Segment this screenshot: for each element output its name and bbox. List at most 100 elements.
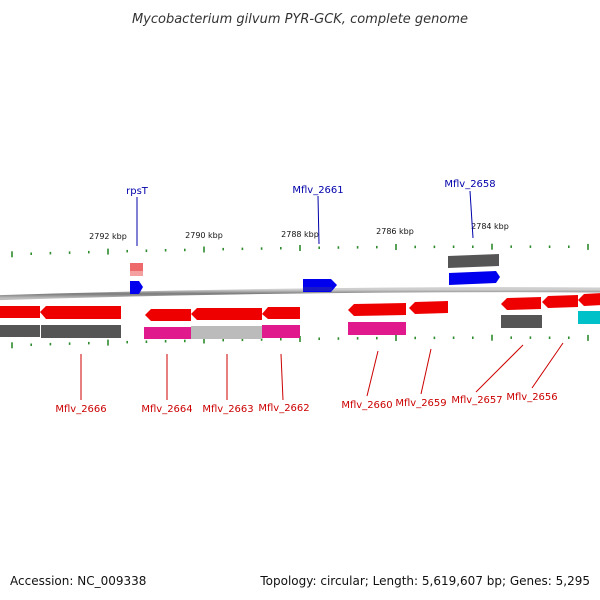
feature-mflv-2662-gene[interactable] <box>262 307 300 319</box>
feature-mflv-2657-cds[interactable] <box>501 315 542 328</box>
tick-top-0 <box>11 251 13 258</box>
feature-mflv-2666-cds[interactable] <box>41 325 121 338</box>
tick-top-3 <box>68 251 71 254</box>
tick-bottom-4 <box>88 341 90 345</box>
tick-top-26 <box>510 245 512 248</box>
tick-bottom-25 <box>491 334 493 341</box>
tick-top-15 <box>299 245 301 251</box>
gene-label-mflv-2656[interactable]: Mflv_2656 <box>506 392 557 403</box>
feature-mflv-2657-gene[interactable] <box>501 297 541 310</box>
genome-backbone <box>0 287 600 301</box>
feature-mflv-2666-gene[interactable] <box>40 306 121 319</box>
gene-label-mflv-2658[interactable]: Mflv_2658 <box>444 179 495 190</box>
tick-bottom-21 <box>414 336 416 340</box>
tick-top-19 <box>376 245 378 249</box>
tick-bottom-0 <box>11 342 13 349</box>
leader-line-mflv-2661 <box>317 195 320 245</box>
feature-right-edge-cyan[interactable] <box>578 311 600 324</box>
tick-top-29 <box>568 245 570 248</box>
tick-top-4 <box>88 250 90 254</box>
scale-ticks <box>11 243 589 349</box>
tick-top-6 <box>126 249 128 253</box>
feature-left-edge-grey[interactable] <box>0 325 40 337</box>
tick-bottom-13 <box>260 338 263 341</box>
leader-line-mflv-2659 <box>420 348 432 395</box>
gene-label-mflv-2663[interactable]: Mflv_2663 <box>202 404 253 415</box>
gene-label-rpst[interactable]: rpsT <box>126 186 149 197</box>
gene-label-mflv-2661[interactable]: Mflv_2661 <box>292 185 343 196</box>
tick-bottom-14 <box>280 338 282 341</box>
tick-top-18 <box>356 246 359 249</box>
tick-top-23 <box>452 245 455 248</box>
topology-label: Topology: circular; Length: 5,619,607 bp… <box>260 574 590 588</box>
tick-top-12 <box>241 247 244 251</box>
tick-bottom-20 <box>395 335 397 341</box>
feature-mflv-2658-gene[interactable] <box>449 271 500 285</box>
feature-mflv-2660-gene[interactable] <box>348 303 406 316</box>
tick-bottom-27 <box>529 336 532 339</box>
tick-top-9 <box>184 248 186 252</box>
tick-bottom-1 <box>30 343 32 346</box>
kbp-label-2792: 2792 kbp <box>89 232 127 241</box>
feature-mflv-2663-gene[interactable] <box>191 308 262 320</box>
tick-bottom-24 <box>472 336 474 339</box>
kbp-label-2788: 2788 kbp <box>281 230 319 239</box>
kbp-label-2790: 2790 kbp <box>185 231 223 240</box>
tick-bottom-3 <box>68 342 71 345</box>
leader-line-mflv-2660 <box>366 350 379 397</box>
gene-label-mflv-2657[interactable]: Mflv_2657 <box>451 395 502 406</box>
tick-top-2 <box>49 251 52 255</box>
gene-label-mflv-2664[interactable]: Mflv_2664 <box>141 404 192 415</box>
tick-top-1 <box>30 252 32 255</box>
tick-bottom-6 <box>126 340 128 344</box>
feature-right-edge-red[interactable] <box>578 293 600 306</box>
feature-mflv-2663-cds[interactable] <box>191 326 262 339</box>
tick-bottom-11 <box>222 338 224 342</box>
gene-label-mflv-2666[interactable]: Mflv_2666 <box>55 404 106 415</box>
kbp-label-2786: 2786 kbp <box>376 227 414 236</box>
gene-label-mflv-2660[interactable]: Mflv_2660 <box>341 400 392 411</box>
leader-line-mflv-2662 <box>280 353 284 401</box>
tick-bottom-29 <box>568 336 570 339</box>
feature-rpst-rrna-shade <box>130 271 143 276</box>
tick-top-21 <box>414 245 416 249</box>
tick-top-17 <box>337 246 340 249</box>
feature-mflv-2656-gene[interactable] <box>542 295 578 308</box>
feature-rpst-gene[interactable] <box>130 281 143 294</box>
feature-mflv-2664-gene[interactable] <box>145 309 191 321</box>
tick-bottom-30 <box>587 334 589 341</box>
leader-line-mflv-2656 <box>531 342 564 389</box>
tick-top-7 <box>145 249 148 252</box>
tick-bottom-5 <box>107 339 109 346</box>
tick-top-14 <box>280 247 282 250</box>
tick-bottom-7 <box>145 340 148 343</box>
feature-mflv-2659-gene[interactable] <box>409 301 448 314</box>
feature-left-edge-red[interactable] <box>0 306 40 318</box>
tick-top-27 <box>529 245 532 248</box>
feature-mflv-2664-cds[interactable] <box>144 327 191 339</box>
tick-bottom-23 <box>452 336 455 339</box>
gene-label-mflv-2659[interactable]: Mflv_2659 <box>395 398 446 409</box>
kbp-label-2784: 2784 kbp <box>471 222 509 231</box>
tick-top-13 <box>260 247 263 250</box>
tick-top-10 <box>203 246 205 253</box>
tick-bottom-19 <box>376 336 378 340</box>
feature-mflv-2658-cds[interactable] <box>448 254 499 268</box>
tick-bottom-9 <box>184 339 186 343</box>
tick-bottom-26 <box>510 336 512 339</box>
accession-label: Accession: NC_009338 <box>10 574 147 588</box>
map-title: Mycobacterium gilvum PYR-GCK, complete g… <box>132 12 468 27</box>
feature-mflv-2660-cds[interactable] <box>348 322 406 335</box>
tick-top-22 <box>433 245 436 249</box>
tick-top-8 <box>164 249 167 252</box>
gene-label-mflv-2662[interactable]: Mflv_2662 <box>258 403 309 414</box>
tick-top-20 <box>395 244 397 250</box>
feature-mflv-2661-shade <box>303 287 332 291</box>
tick-bottom-16 <box>318 337 320 340</box>
feature-mflv-2662-cds[interactable] <box>262 325 300 338</box>
tick-top-5 <box>107 248 109 255</box>
tick-top-30 <box>587 243 589 250</box>
tick-bottom-22 <box>433 336 436 340</box>
tick-bottom-18 <box>356 337 359 340</box>
